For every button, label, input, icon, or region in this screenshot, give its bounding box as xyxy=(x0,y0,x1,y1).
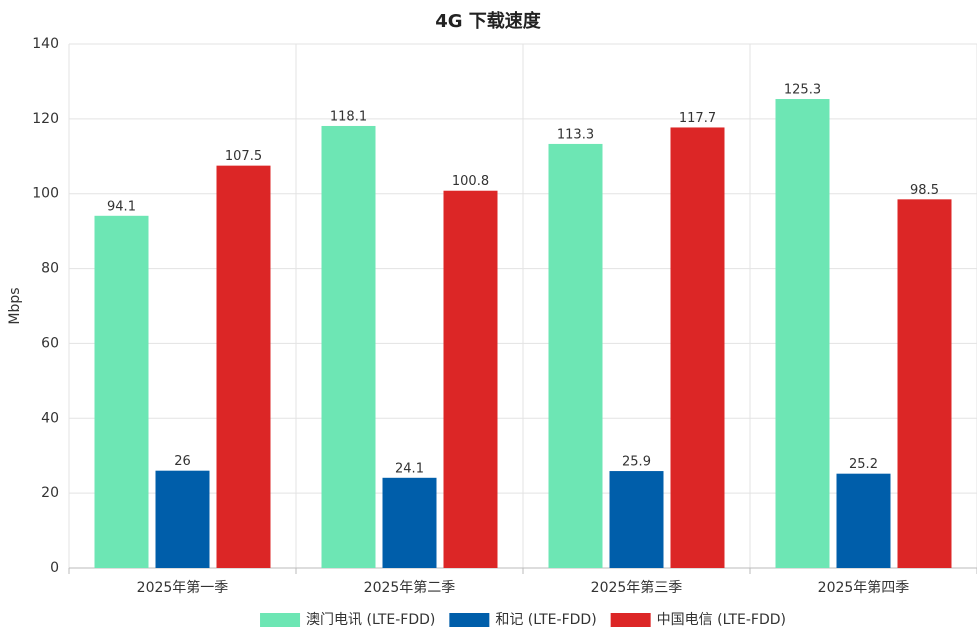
legend-label: 和记 (LTE-FDD) xyxy=(495,612,596,628)
y-tick-label: 100 xyxy=(32,186,59,202)
y-tick-label: 20 xyxy=(41,485,59,501)
bar xyxy=(775,99,830,569)
bar xyxy=(609,471,664,568)
legend-swatch xyxy=(260,613,301,627)
y-tick-label: 80 xyxy=(41,261,59,277)
legend-label: 澳门电讯 (LTE-FDD) xyxy=(306,612,435,628)
y-tick-label: 40 xyxy=(41,410,59,426)
data-label: 24.1 xyxy=(395,461,424,476)
legend: 澳门电讯 (LTE-FDD) 和记 (LTE-FDD) 中国电信 (LTE-FDD) xyxy=(260,612,786,628)
x-tick-label: 2025年第三季 xyxy=(591,579,683,596)
data-label: 94.1 xyxy=(107,199,136,214)
y-tick-label: 60 xyxy=(41,335,59,351)
data-label: 25.9 xyxy=(622,455,651,470)
y-tick-label: 140 xyxy=(32,36,59,52)
x-tick-label: 2025年第二季 xyxy=(364,579,456,596)
x-tick-label: 2025年第一季 xyxy=(137,579,229,596)
bar xyxy=(155,470,210,568)
bar xyxy=(94,215,149,568)
data-label: 25.2 xyxy=(849,457,878,472)
data-label: 118.1 xyxy=(330,109,367,124)
data-label: 26 xyxy=(174,454,191,469)
bar xyxy=(321,125,376,569)
x-tick-label: 2025年第四季 xyxy=(818,579,910,596)
data-label: 113.3 xyxy=(557,127,594,142)
data-label: 117.7 xyxy=(679,111,716,126)
bar xyxy=(836,473,891,568)
data-label: 125.3 xyxy=(784,83,821,98)
y-tick-label: 120 xyxy=(32,111,59,127)
bar xyxy=(382,477,437,568)
bar xyxy=(670,127,725,569)
legend-label: 中国电信 (LTE-FDD) xyxy=(657,612,786,628)
y-tick-label: 0 xyxy=(50,560,59,576)
data-label: 100.8 xyxy=(452,174,489,189)
bar xyxy=(548,143,603,569)
data-label: 98.5 xyxy=(910,183,939,198)
data-label: 107.5 xyxy=(225,149,262,164)
bar xyxy=(216,165,271,568)
chart-title: 4G 下载速度 xyxy=(435,10,542,32)
legend-swatch xyxy=(449,613,490,627)
bar xyxy=(897,199,952,569)
bar xyxy=(443,190,498,568)
legend-swatch xyxy=(610,613,651,627)
y-axis-label: Mbps xyxy=(7,287,23,324)
